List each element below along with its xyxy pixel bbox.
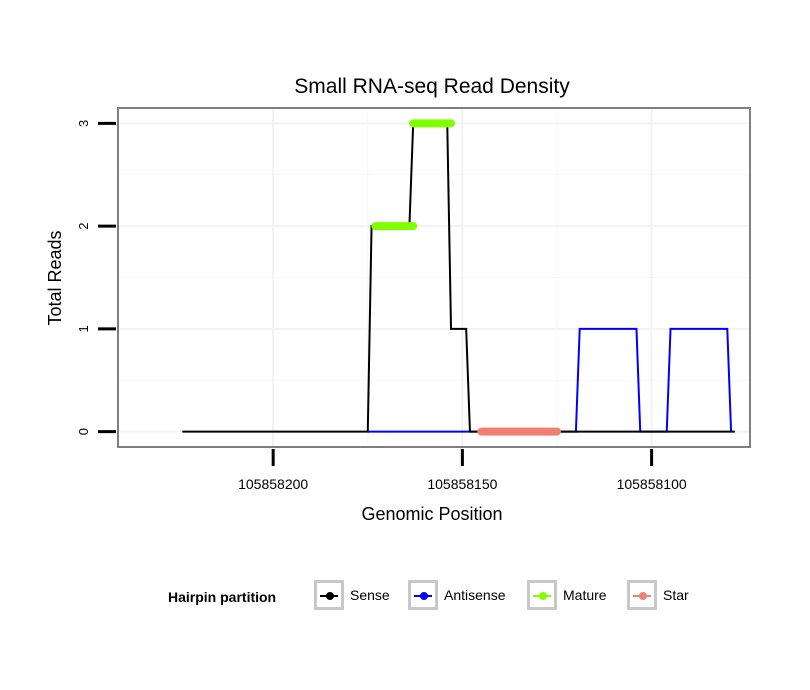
x-tick-label: 105858100 [617, 476, 687, 492]
legend-label-antisense: Antisense [444, 587, 506, 603]
y-tick-label: 0 [76, 428, 91, 435]
legend: Hairpin partition Sense Antisense Mature… [0, 580, 810, 616]
legend-item-star: Star [627, 580, 689, 610]
legend-label-mature: Mature [563, 587, 607, 603]
legend-key-sense [314, 580, 344, 610]
chart-title: Small RNA-seq Read Density [294, 75, 570, 98]
axes: 0 1 2 3 105858200 105858150 105858100 [76, 120, 687, 492]
x-tick-label: 105858150 [427, 476, 497, 492]
y-tick-label: 2 [76, 223, 91, 230]
legend-item-mature: Mature [527, 580, 607, 610]
legend-item-antisense: Antisense [408, 580, 505, 610]
y-axis-label: Total Reads [45, 230, 65, 325]
y-tick-label: 1 [76, 325, 91, 332]
legend-item-sense: Sense [314, 580, 390, 610]
x-axis-label: Genomic Position [361, 504, 502, 524]
legend-key-star [627, 580, 657, 610]
legend-key-antisense [408, 580, 438, 610]
x-tick-label: 105858200 [238, 476, 308, 492]
legend-label-sense: Sense [350, 587, 390, 603]
y-tick-label: 3 [76, 120, 91, 127]
legend-label-star: Star [663, 587, 689, 603]
legend-title: Hairpin partition [168, 589, 277, 605]
plot-border [117, 107, 751, 448]
legend-key-mature [527, 580, 557, 610]
chart-marks [182, 119, 735, 436]
read-density-chart: Small RNA-seq Read Density 0 1 2 3 105858200… [45, 75, 751, 524]
